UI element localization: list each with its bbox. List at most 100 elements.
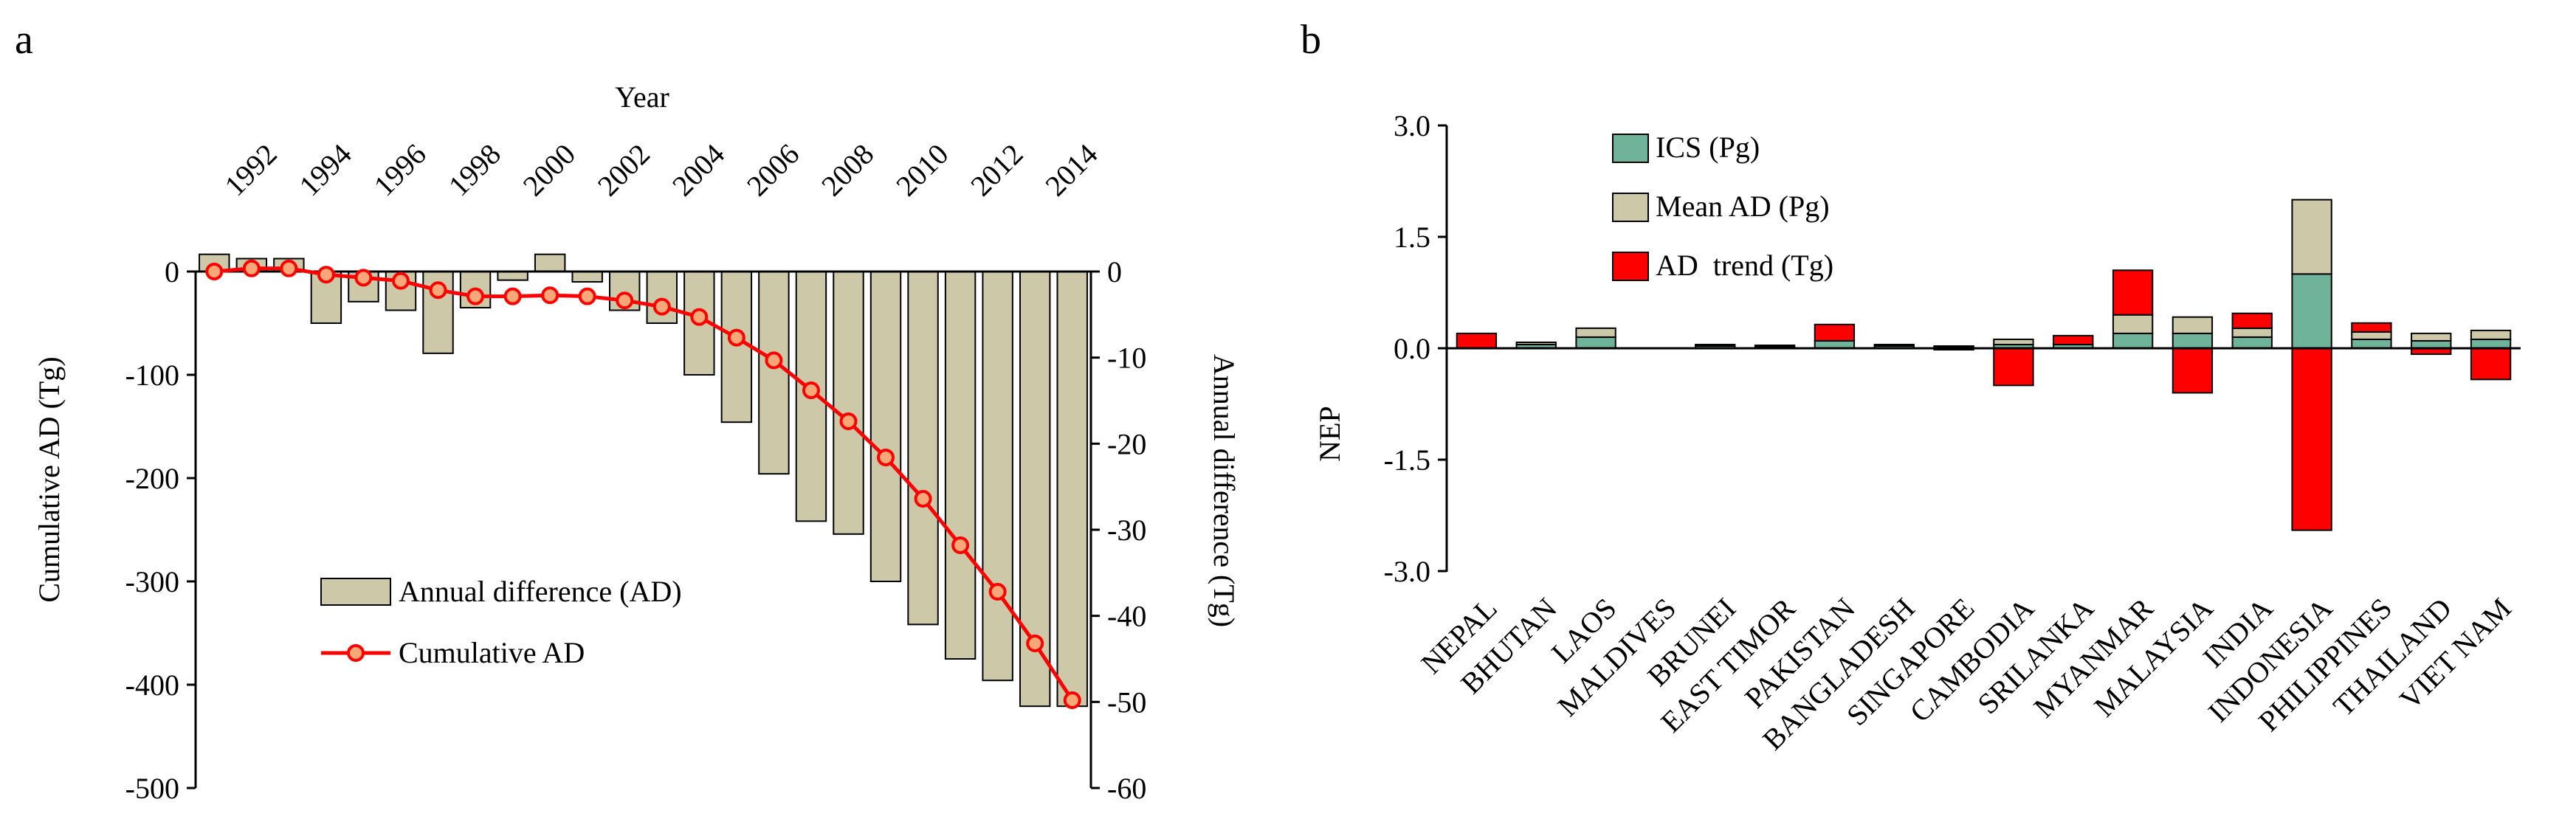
stacked-bar-segment <box>2231 327 2273 338</box>
stacked-bar-segment <box>2112 332 2154 350</box>
stacked-bar-segment <box>1575 327 1616 338</box>
cumulative-point <box>391 272 410 290</box>
stacked-bar-segment <box>2172 316 2214 334</box>
cumulative-point <box>354 269 373 287</box>
cumulative-point <box>914 490 932 508</box>
year-tick-label: 2000 <box>517 137 582 202</box>
annual-diff-bar <box>869 271 902 582</box>
stacked-bar-segment <box>1993 338 2034 345</box>
stacked-bar-segment <box>1873 343 1915 347</box>
year-tick-label: 1994 <box>292 137 357 202</box>
annual-diff-bar <box>944 271 977 660</box>
cumulative-point <box>877 449 895 466</box>
stacked-bar-segment <box>2172 332 2214 350</box>
panel-a-cumulative-series <box>205 259 1081 709</box>
year-tick-label: 2006 <box>740 137 805 202</box>
stacked-bar-segment <box>1993 348 2034 387</box>
year-tick-label: 2008 <box>815 137 880 202</box>
stacked-bar-segment <box>2231 336 2273 349</box>
cumulative-point <box>317 266 335 284</box>
left-tick-label: 0 <box>165 255 179 288</box>
panel-b-y-ticks: 3.0 1.5 0.0 -1.5 -3.0 <box>1384 109 1447 588</box>
annual-diff-bar <box>534 253 566 272</box>
panel-a-annual-bars <box>199 253 1088 708</box>
stacked-bar-segment <box>1456 332 1498 350</box>
year-tick-label: 1992 <box>218 137 283 202</box>
panel-a-right-axis-title: Annual difference (Tg) <box>1208 354 1241 627</box>
panel-a-label: a <box>15 17 33 63</box>
annual-diff-bar <box>571 271 603 283</box>
cumulative-point <box>765 351 783 370</box>
stacked-bar-segment <box>2291 198 2332 275</box>
right-tick-label: -20 <box>1107 427 1146 460</box>
stacked-bar-segment <box>2411 332 2452 342</box>
panel-a-right-ticks: 0 -10 -20 -30 -40 -50 -60 <box>1091 255 1146 805</box>
annual-diff-bar <box>758 271 790 475</box>
cumulative-point <box>429 281 447 300</box>
right-tick-label: -30 <box>1107 514 1146 547</box>
stacked-bar-segment <box>2351 338 2392 350</box>
legend-swatch-ad-trend <box>1612 252 1649 281</box>
stacked-bar-segment <box>1754 344 1796 348</box>
right-tick-label: 0 <box>1107 255 1122 288</box>
panel-a-year-ticks: 1992 1994 1996 1998 2000 2002 2004 2006 2008 2010… <box>218 137 1103 202</box>
b-y-tick-label: -3.0 <box>1384 555 1430 588</box>
stacked-bar-segment <box>2351 322 2392 333</box>
left-tick-label: -500 <box>125 772 179 805</box>
stacked-bar-segment <box>1575 336 1616 349</box>
annual-diff-bar <box>982 271 1013 682</box>
legend-label-ad-trend: AD trend (Tg) <box>1656 249 1833 282</box>
annual-diff-bar <box>497 271 528 281</box>
cumulative-point <box>503 287 522 305</box>
cumulative-point <box>652 297 671 316</box>
stacked-bar-segment <box>1814 339 1856 349</box>
stacked-bar-segment <box>2470 338 2512 350</box>
cumulative-point <box>541 286 559 305</box>
cumulative-point <box>205 263 224 280</box>
left-tick-label: -100 <box>125 359 179 392</box>
right-tick-label: -50 <box>1107 685 1146 719</box>
left-tick-label: -400 <box>125 668 179 702</box>
legend-label-cumulative: Cumulative AD <box>399 636 585 669</box>
cumulative-point <box>690 308 709 326</box>
cumulative-point <box>466 287 485 305</box>
year-tick-label: 2010 <box>889 137 954 202</box>
cumulative-point <box>616 291 634 310</box>
year-tick-label: 1996 <box>368 137 433 202</box>
cumulative-point <box>280 259 298 277</box>
panel-a-x-title: Year <box>615 80 669 114</box>
annual-diff-bar <box>907 271 939 626</box>
year-tick-label: 2012 <box>964 137 1029 202</box>
stacked-bar-segment <box>2351 331 2392 340</box>
stacked-bar-segment <box>2053 334 2094 345</box>
cumulative-line <box>214 266 1074 702</box>
stacked-bar-segment <box>2470 348 2512 381</box>
stacked-bar-segment <box>1695 343 1736 347</box>
cumulative-point <box>1063 691 1081 709</box>
cumulative-point <box>1026 635 1044 652</box>
panel-b-chart: 3.0 1.5 0.0 -1.5 -3.0 NEP NEPALBHUTANLAOSMAL… <box>1313 109 2521 756</box>
annual-diff-bar <box>1056 271 1088 708</box>
panel-b-legend: ICS (Pg) Mean AD (Pg) AD trend (Tg) <box>1612 131 1833 282</box>
stacked-bar-segment <box>2172 348 2214 394</box>
year-tick-label: 2002 <box>591 137 656 202</box>
cumulative-point <box>727 328 745 347</box>
panel-b-stacked-bars <box>1456 198 2512 531</box>
year-tick-label: 2014 <box>1039 137 1103 202</box>
stacked-bar-segment <box>2411 339 2452 349</box>
legend-swatch-mean-ad <box>1612 193 1649 222</box>
stacked-bar-segment <box>1933 345 1974 348</box>
annual-diff-bar <box>1019 271 1051 708</box>
b-y-tick-label: 1.5 <box>1394 221 1430 254</box>
panel-a-chart: Year 1992 1994 1996 1998 2000 2002 2004 2006 200… <box>32 80 1241 805</box>
panel-b-y-axis-title: NEP <box>1313 406 1346 462</box>
legend-label-annual: Annual difference (AD) <box>399 575 682 608</box>
legend-swatch-cumulative-marker <box>347 644 365 662</box>
stacked-bar-segment <box>2470 329 2512 340</box>
stacked-bar-segment <box>2112 269 2154 316</box>
legend-label-ics: ICS (Pg) <box>1656 131 1760 164</box>
cumulative-point <box>988 583 1007 601</box>
panel-a-legend: Annual difference (AD) Cumulative AD <box>320 575 682 669</box>
